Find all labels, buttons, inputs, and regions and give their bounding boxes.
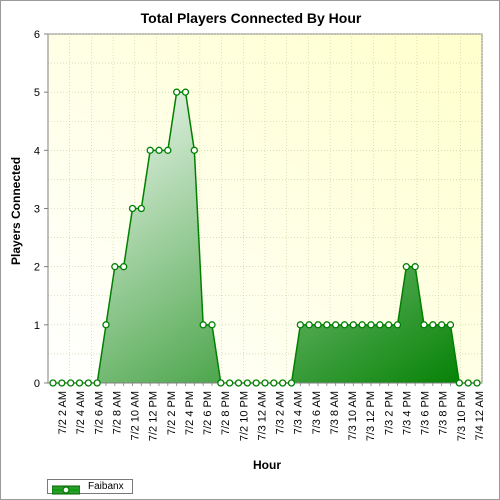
- x-tick-label: 7/3 10 AM: [347, 391, 359, 441]
- data-point: [332, 321, 340, 329]
- data-point: [340, 321, 349, 329]
- data-point: [75, 379, 84, 387]
- y-tick-labels: 0 1 2 3 4 5 6: [34, 29, 40, 390]
- y-tick-label: 0: [34, 378, 40, 390]
- data-point: [323, 321, 331, 329]
- x-tick-label: 7/3 4 PM: [401, 391, 413, 435]
- x-tick-label: 7/3 8 PM: [438, 391, 450, 435]
- data-point: [93, 379, 101, 387]
- y-tick-label: 3: [34, 204, 40, 216]
- data-point: [58, 379, 66, 387]
- data-point: [128, 204, 137, 213]
- x-axis-title: Hour: [253, 458, 281, 472]
- data-point: [261, 379, 269, 387]
- data-point: [455, 379, 463, 387]
- data-point: [67, 379, 75, 387]
- x-tick-label: 7/3 12 PM: [365, 391, 377, 441]
- x-tick-label: 7/2 10 PM: [238, 391, 250, 441]
- x-tick-label: 7/3 6 AM: [311, 391, 323, 434]
- data-point: [243, 379, 251, 387]
- data-point: [199, 321, 207, 329]
- x-tick-label: 7/3 2 AM: [275, 391, 287, 434]
- data-point: [296, 321, 304, 329]
- data-point: [181, 88, 190, 96]
- x-tick-label: 7/3 8 AM: [329, 391, 341, 434]
- data-point: [173, 88, 181, 96]
- x-tick-label: 7/3 10 PM: [456, 391, 468, 441]
- y-tick-label: 1: [34, 320, 40, 332]
- y-axis-title: Players Connected: [9, 157, 23, 265]
- x-tick-label: 7/2 8 PM: [220, 391, 232, 435]
- data-point: [420, 321, 428, 329]
- data-point: [358, 321, 366, 329]
- data-point: [411, 263, 419, 271]
- x-tick-label: 7/3 2 PM: [383, 391, 395, 435]
- data-point: [164, 146, 172, 154]
- x-tick-label: 7/2 6 PM: [202, 391, 214, 435]
- legend: Faibanx: [47, 479, 133, 494]
- data-point: [155, 146, 163, 154]
- x-tick-label: 7/2 12 PM: [148, 391, 160, 441]
- x-tick-label: 7/3 6 PM: [420, 391, 432, 435]
- chart-title: Total Players Connected By Hour: [141, 10, 362, 26]
- data-point: [190, 146, 198, 154]
- data-point: [385, 321, 393, 329]
- data-point: [446, 321, 455, 329]
- x-tick-label: 7/2 8 AM: [111, 391, 123, 434]
- data-point: [402, 263, 410, 271]
- x-tick-label: 7/2 6 AM: [93, 391, 105, 434]
- x-tick-label: 7/4 12 AM: [474, 391, 486, 441]
- y-tick-label: 5: [34, 87, 40, 99]
- data-point: [438, 321, 446, 329]
- data-point: [349, 321, 357, 329]
- x-tick-label: 7/2 4 AM: [75, 391, 87, 434]
- x-tick-label: 7/2 10 AM: [130, 391, 142, 441]
- area-fill: [53, 92, 477, 384]
- data-point: [102, 321, 110, 329]
- data-point: [84, 379, 92, 387]
- data-point: [137, 204, 145, 213]
- data-point: [376, 321, 384, 329]
- data-point: [252, 379, 260, 387]
- data-point: [270, 379, 278, 387]
- data-point: [146, 146, 154, 154]
- x-tick-labels: 7/2 2 AM 7/2 4 AM 7/2 6 AM 7/2 8 AM 7/2 10 A…: [57, 391, 486, 441]
- data-point: [314, 321, 322, 329]
- y-tick-label: 6: [34, 29, 40, 41]
- data-point: [429, 321, 437, 329]
- data-point: [464, 379, 472, 387]
- x-tick-label: 7/2 2 AM: [57, 391, 69, 434]
- x-tick-label: 7/3 4 AM: [293, 391, 305, 434]
- legend-swatch: [51, 482, 81, 494]
- data-point: [234, 379, 243, 387]
- data-point: [393, 321, 402, 329]
- data-point: [287, 379, 296, 387]
- legend-label: Faibanx: [88, 481, 124, 492]
- data-point: [120, 263, 128, 271]
- y-tick-label: 2: [34, 262, 40, 274]
- data-point: [226, 379, 234, 387]
- data-point: [217, 379, 225, 387]
- data-point: [367, 321, 375, 329]
- data-point: [279, 379, 287, 387]
- data-point: [208, 321, 216, 329]
- x-tick-label: 7/2 4 PM: [184, 391, 196, 435]
- data-point: [49, 379, 57, 387]
- x-tick-label: 7/2 2 PM: [166, 391, 178, 435]
- y-tick-label: 4: [34, 145, 40, 157]
- data-point: [305, 321, 313, 329]
- x-tick-label: 7/3 12 AM: [256, 391, 268, 441]
- data-point: [473, 379, 481, 387]
- data-point: [111, 263, 119, 271]
- series-points: [49, 88, 481, 387]
